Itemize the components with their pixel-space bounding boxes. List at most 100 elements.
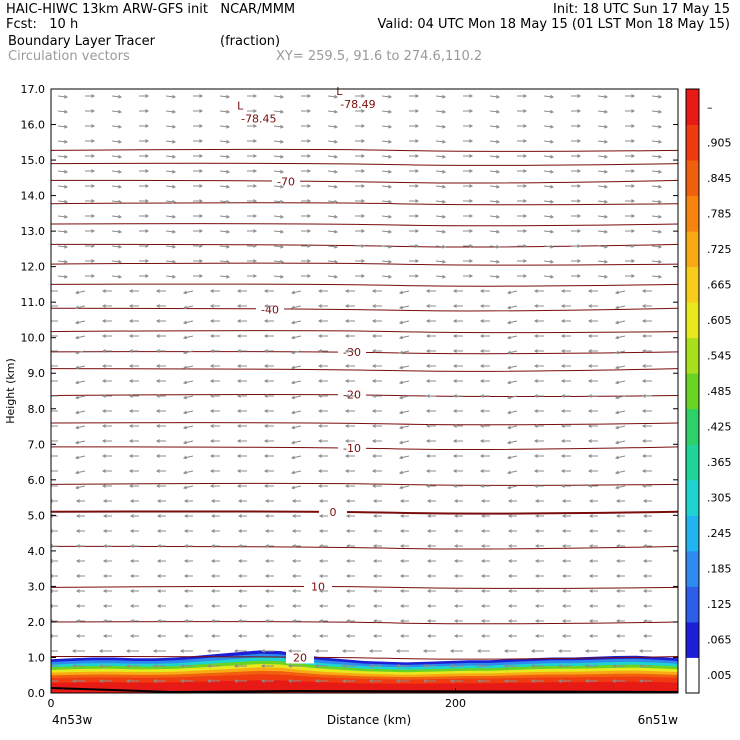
vector-head — [631, 214, 636, 218]
vector-head — [307, 124, 312, 128]
vector-head — [334, 259, 339, 264]
vector-head — [368, 649, 373, 653]
vector-arrow — [327, 125, 338, 128]
vector-arrow — [381, 140, 392, 143]
isotherm-line — [51, 223, 678, 227]
vector-arrow — [615, 425, 626, 429]
vector-head — [453, 559, 458, 563]
vector-arrow — [399, 335, 410, 339]
vector-head — [479, 469, 484, 473]
vector-head — [507, 634, 512, 638]
vector-head — [156, 589, 161, 593]
isotherm-label-bg — [319, 505, 347, 518]
vector-head — [588, 514, 593, 518]
vector-arrow — [597, 140, 608, 143]
vector-head — [128, 334, 133, 338]
vector-head — [74, 425, 80, 430]
vector-head — [64, 109, 69, 114]
y-tick-label: 6.0 — [28, 474, 46, 487]
vector-head — [155, 484, 160, 488]
vector-head — [155, 379, 160, 383]
vector-arrow — [381, 185, 392, 188]
vector-head — [453, 604, 458, 608]
vector-head — [425, 334, 430, 338]
vector-head — [128, 424, 133, 428]
vector-head — [237, 589, 242, 593]
vector-head — [442, 169, 447, 174]
vector-arrow — [597, 95, 608, 98]
colorbar-label: .365 — [707, 456, 732, 469]
vector-head — [334, 154, 339, 159]
colorbar-label: .425 — [707, 421, 732, 434]
vector-head — [496, 169, 501, 174]
vector-head — [345, 529, 350, 533]
vector-head — [479, 334, 484, 338]
vector-head — [145, 214, 150, 218]
vector-head — [641, 439, 646, 443]
vector-head — [425, 454, 430, 458]
vector-head — [226, 94, 231, 99]
vector-head — [398, 410, 404, 415]
vector-head — [156, 499, 161, 503]
vector-arrow — [615, 395, 626, 399]
vector-head — [479, 349, 484, 353]
vector-head — [399, 499, 404, 503]
vector-head — [614, 290, 620, 295]
vector-head — [118, 124, 123, 129]
vector-head — [453, 574, 458, 578]
vector-head — [452, 334, 457, 338]
vector-head — [658, 199, 663, 204]
vector-head — [368, 679, 373, 683]
vector-head — [345, 604, 350, 608]
vector-head — [172, 109, 177, 114]
vector-head — [442, 259, 447, 264]
isotherm-label: -20 — [343, 389, 361, 402]
vector-arrow — [165, 215, 176, 218]
vector-head — [264, 619, 269, 623]
vector-head — [577, 259, 582, 263]
vector-head — [233, 664, 238, 668]
vector-head — [155, 439, 160, 443]
vector-head — [449, 664, 454, 668]
vector-head — [550, 139, 555, 144]
vector-head — [615, 619, 620, 623]
vector-head — [480, 589, 485, 593]
vector-arrow — [399, 395, 410, 399]
vector-head — [280, 154, 285, 159]
vector-head — [307, 229, 312, 233]
vector-arrow — [291, 305, 302, 309]
vector-head — [51, 634, 53, 638]
vector-arrow — [219, 185, 230, 188]
y-tick-label: 12.0 — [21, 261, 46, 274]
vector-head — [533, 334, 538, 338]
vector-head — [588, 589, 593, 593]
vector-head — [560, 409, 565, 413]
vector-head — [263, 469, 268, 473]
vector-arrow — [219, 215, 230, 218]
vector-head — [371, 394, 376, 398]
vector-head — [280, 274, 285, 279]
vector-head — [129, 514, 134, 518]
vector-head — [560, 469, 565, 473]
vector-arrow — [615, 290, 626, 294]
vector-head — [388, 184, 393, 189]
vector-head — [534, 514, 539, 518]
vector-head — [101, 439, 106, 443]
vector-head — [91, 259, 96, 263]
vector-head — [307, 94, 312, 98]
vector-head — [102, 529, 107, 533]
vector-head — [398, 440, 404, 445]
vector-head — [452, 409, 457, 413]
vector-head — [615, 634, 620, 638]
vector-head — [361, 274, 366, 278]
vector-arrow — [327, 95, 338, 98]
vector-arrow — [399, 425, 410, 429]
vector-head — [426, 514, 431, 518]
vector-head — [128, 349, 133, 353]
vector-head — [210, 499, 215, 503]
vector-head — [480, 559, 485, 563]
vector-head — [422, 649, 427, 653]
vector-head — [199, 244, 204, 248]
vector-arrow — [291, 290, 302, 294]
vector-head — [74, 485, 80, 490]
